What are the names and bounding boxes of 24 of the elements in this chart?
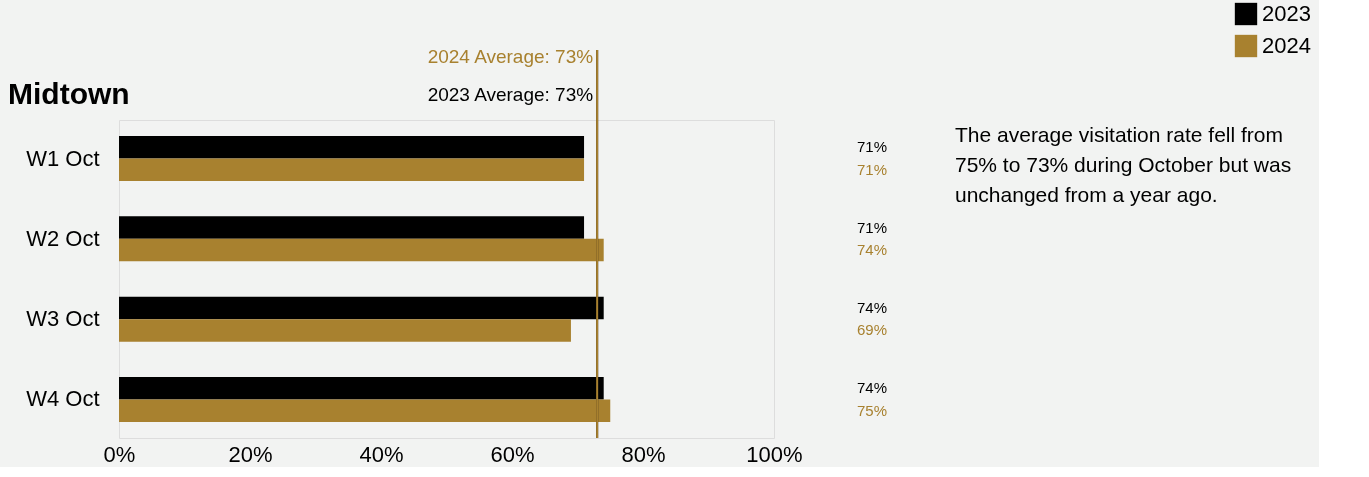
- y-tick-label: W3 Oct: [26, 306, 100, 332]
- text: 74%: [856, 379, 887, 397]
- x-tick-label: 40%: [359, 441, 404, 467]
- text: 71%: [856, 218, 887, 236]
- chart-title: Midtown: [8, 77, 130, 110]
- ref-line-label: 2024 Average: 73%: [427, 46, 594, 67]
- x-tick-label: 60%: [490, 441, 535, 467]
- legend-label: 2023: [1262, 1, 1311, 26]
- y-tick-label: W4 Oct: [26, 386, 100, 412]
- y-tick-label: W2 Oct: [26, 225, 100, 251]
- text: 75%: [856, 401, 887, 419]
- text: 71%: [856, 160, 887, 178]
- x-tick-label: 80%: [621, 441, 666, 467]
- text: 69%: [856, 321, 887, 339]
- text: The average visitation rate fell from 75% to 73% during October but was unchanged from a year ago.: [955, 123, 1292, 206]
- ref-line-label: 2023 Average: 73%: [427, 84, 594, 105]
- legend-label: 2024: [1262, 33, 1311, 58]
- text: 74%: [856, 298, 887, 316]
- x-tick-label: 0%: [103, 441, 136, 467]
- text: 74%: [856, 241, 887, 259]
- x-tick-label: 100%: [746, 441, 803, 467]
- text: 71%: [856, 138, 887, 156]
- y-tick-label: W1 Oct: [26, 145, 100, 171]
- x-tick-label: 20%: [228, 441, 273, 467]
